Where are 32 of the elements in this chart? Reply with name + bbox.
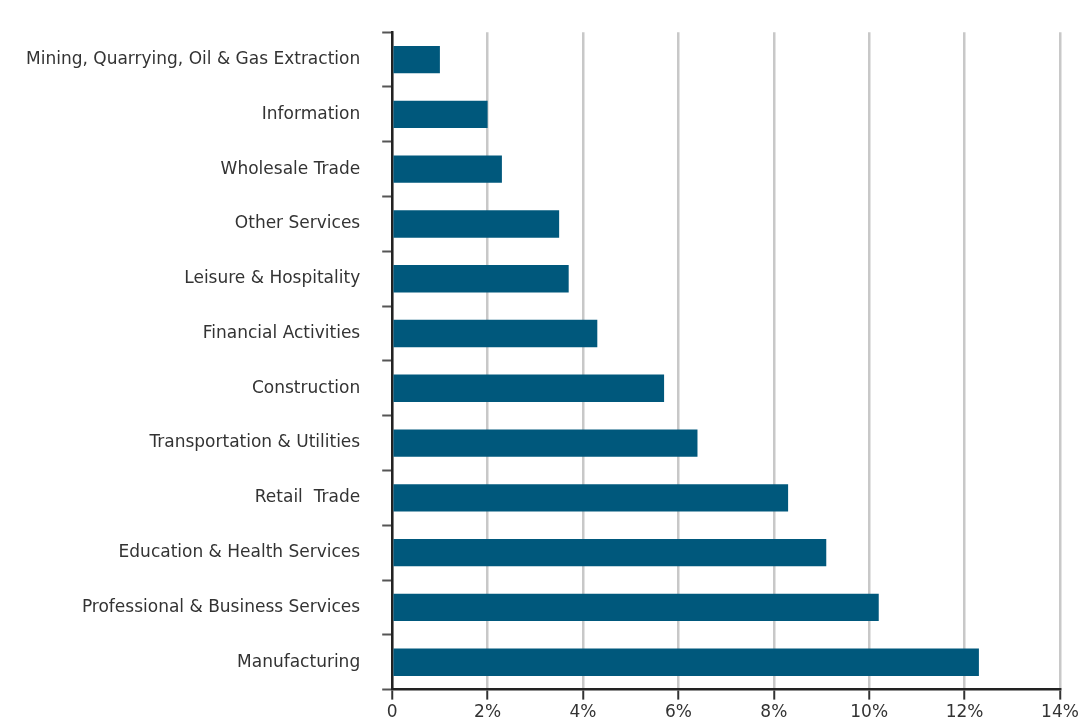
x-tick-label: 0	[386, 701, 398, 722]
bar	[393, 593, 879, 622]
x-tick-label: 8%	[760, 701, 788, 722]
x-tick-label: 6%	[664, 701, 692, 722]
bar	[393, 374, 665, 402]
x-tick-label: 12%	[945, 701, 984, 722]
y-tick-label: Professional & Business Services	[81, 595, 361, 616]
bar	[393, 484, 789, 512]
x-tick-label: 2%	[474, 701, 502, 722]
y-tick-label: Other Services	[234, 212, 361, 233]
x-tick-label: 10%	[850, 701, 889, 722]
bar	[393, 265, 569, 293]
bar	[393, 45, 440, 74]
y-tick-label: Construction	[251, 376, 361, 397]
y-tick-label: Education & Health Services	[118, 541, 361, 562]
bar	[393, 210, 560, 238]
bar	[393, 648, 979, 676]
bar	[393, 100, 488, 129]
bar	[393, 538, 827, 567]
x-tick-label: 14%	[1041, 701, 1079, 722]
bar	[393, 155, 502, 183]
y-tick-label: Transportation & Utilities	[148, 431, 361, 452]
y-tick-label: Manufacturing	[237, 650, 361, 671]
y-tick-label: Retail Trade	[254, 486, 361, 507]
y-tick-label: Wholesale Trade	[220, 157, 361, 178]
bar	[393, 319, 598, 348]
y-tick-label: Financial Activities	[202, 321, 361, 342]
bar	[393, 429, 698, 457]
y-tick-label: Information	[261, 102, 361, 123]
y-tick-label: Leisure & Hospitality	[184, 267, 361, 288]
x-tick-label: 4%	[569, 701, 597, 722]
y-tick-label: Mining, Quarrying, Oil & Gas Extraction	[25, 48, 361, 69]
